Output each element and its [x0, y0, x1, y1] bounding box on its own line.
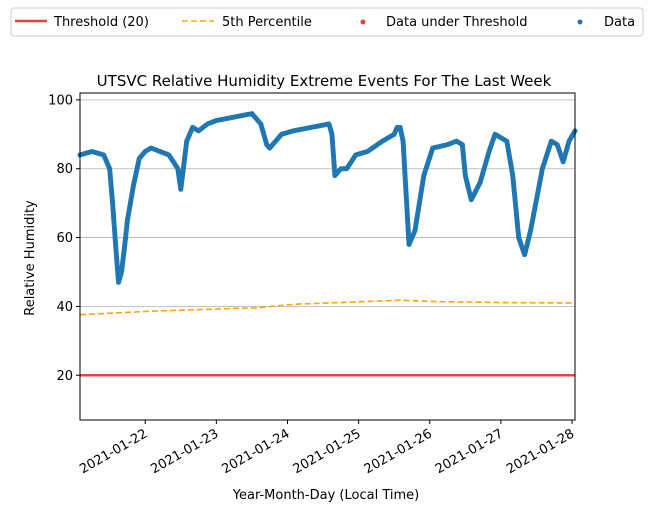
x-tick-label: 2021-01-28: [504, 426, 577, 477]
x-axis: 2021-01-222021-01-232021-01-242021-01-25…: [77, 420, 577, 477]
y-tick-label: 80: [56, 162, 73, 177]
x-tick-label: 2021-01-27: [433, 426, 506, 477]
x-axis-label: Year-Month-Day (Local Time): [232, 488, 419, 503]
grid: [80, 99, 575, 376]
legend-under-threshold-marker-icon: [360, 19, 366, 25]
y-axis: 20 40 60 80 100: [48, 93, 80, 384]
x-tick-label: 2021-01-25: [291, 426, 364, 477]
legend-percentile-label: 5th Percentile: [222, 15, 312, 30]
legend-box: [10, 7, 644, 37]
percentile-line: [79, 299, 576, 316]
x-tick-label: 2021-01-26: [362, 426, 435, 477]
legend-threshold-label: Threshold (20): [53, 15, 149, 30]
chart-title: UTSVC Relative Humidity Extreme Events F…: [97, 72, 552, 90]
y-tick-label: 100: [48, 93, 73, 108]
y-tick-label: 60: [56, 231, 73, 246]
plot-frame: [79, 92, 576, 421]
x-tick-label: 2021-01-23: [148, 426, 221, 477]
x-tick-label: 2021-01-24: [220, 426, 293, 477]
x-tick-label: 2021-01-22: [77, 426, 150, 477]
y-tick-label: 40: [56, 300, 73, 315]
y-tick-label: 20: [56, 369, 73, 384]
y-axis-label: Relative Humidity: [23, 200, 38, 316]
legend-data-marker-icon: [577, 19, 583, 25]
percentile-series: [79, 299, 576, 316]
legend-data-label: Data: [604, 15, 635, 30]
legend: Threshold (20) 5th Percentile Data under…: [10, 7, 644, 37]
legend-under-threshold-label: Data under Threshold: [386, 15, 527, 30]
data-series: [77, 111, 578, 285]
